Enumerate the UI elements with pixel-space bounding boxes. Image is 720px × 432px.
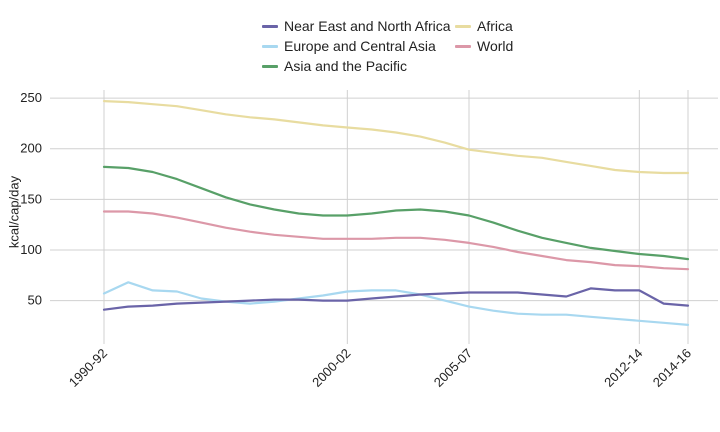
grid-lines [50, 90, 718, 344]
x-tick-label: 2000-02 [309, 346, 353, 390]
legend-item-europe: Europe and Central Asia [262, 36, 436, 56]
legend-swatch [262, 44, 278, 48]
legend-label: Europe and Central Asia [284, 38, 436, 54]
x-tick-label: 2014-16 [650, 346, 694, 390]
series-line-europe-and-central-asia [102, 281, 690, 326]
series-line-africa [102, 99, 690, 175]
series-lines [102, 99, 690, 326]
y-tick-label: 200 [20, 141, 42, 156]
x-tick-labels: 1990-92 2000-02 2005-07 2012-14 2014-16 [66, 346, 694, 390]
legend-item-near-east: Near East and North Africa [262, 16, 451, 36]
series-line-asia-and-the-pacific [102, 165, 690, 261]
legend-label: World [477, 38, 514, 54]
legend-label: Africa [477, 18, 513, 34]
y-tick-label: 100 [20, 242, 42, 257]
series-line-world [102, 210, 690, 271]
legend-label: Near East and North Africa [284, 18, 451, 34]
legend-swatch [262, 24, 278, 28]
x-tick-label: 2012-14 [601, 346, 645, 390]
y-tick-label: 250 [20, 90, 42, 105]
legend-swatch [455, 24, 471, 28]
series-line-near-east-and-north-africa [102, 287, 690, 311]
legend-item-asia: Asia and the Pacific [262, 56, 407, 76]
legend-item-africa: Africa [455, 16, 513, 36]
legend: Near East and North Africa Europe and Ce… [262, 16, 592, 78]
y-tick-label: 150 [20, 191, 42, 206]
legend-swatch [455, 44, 471, 48]
y-axis-label: kcal/cap/day [6, 175, 22, 249]
y-tick-labels: 50 100 150 200 250 [20, 90, 42, 307]
legend-item-world: World [455, 36, 513, 56]
x-tick-label: 1990-92 [66, 346, 110, 390]
x-tick-label: 2005-07 [431, 346, 475, 390]
y-tick-label: 50 [28, 293, 42, 308]
legend-swatch [262, 64, 278, 68]
legend-label: Asia and the Pacific [284, 58, 407, 74]
